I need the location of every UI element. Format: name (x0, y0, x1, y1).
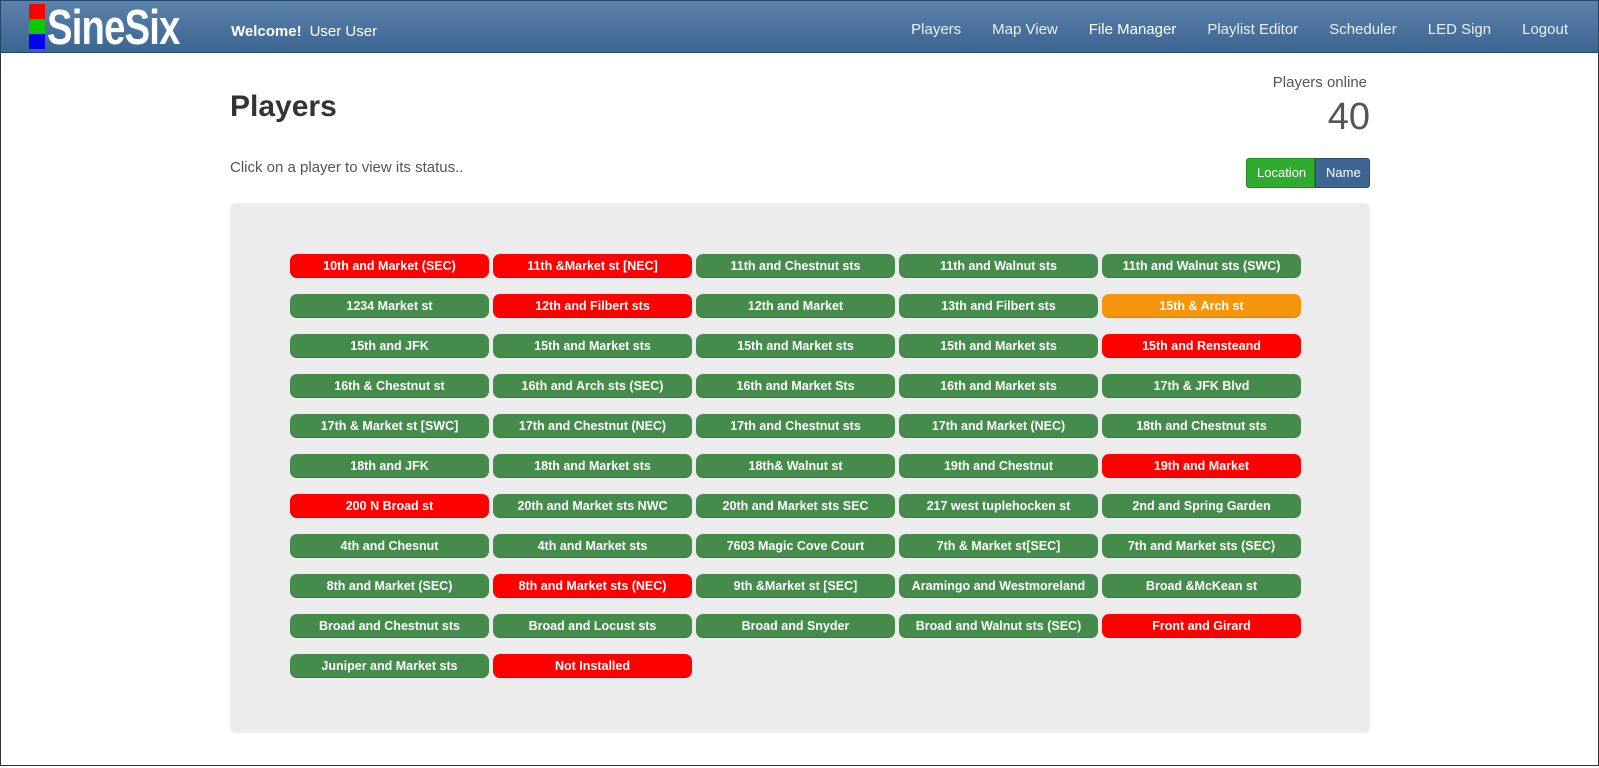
player-button[interactable]: 16th and Market Sts (696, 374, 895, 398)
player-button[interactable]: Broad and Walnut sts (SEC) (899, 614, 1098, 638)
instruction-text: Click on a player to view its status.. (230, 159, 464, 176)
player-button[interactable]: 8th and Market sts (NEC) (493, 574, 692, 598)
player-button[interactable]: 17th & Market st [SWC] (290, 414, 489, 438)
player-button[interactable]: Aramingo and Westmoreland (899, 574, 1098, 598)
nav-players-link[interactable]: Players (911, 21, 962, 38)
player-button[interactable]: 11th and Chestnut sts (696, 254, 895, 278)
frame-border-bottom (0, 765, 1599, 766)
player-button[interactable]: Front and Girard (1102, 614, 1301, 638)
player-button[interactable]: 15th and JFK (290, 334, 489, 358)
welcome-message: Welcome! User User (231, 23, 377, 40)
player-button[interactable]: 16th and Market sts (899, 374, 1098, 398)
player-button[interactable]: Broad and Snyder (696, 614, 895, 638)
player-button[interactable]: 1234 Market st (290, 294, 489, 318)
sort-by-name-button[interactable]: Name (1315, 158, 1370, 188)
player-button[interactable]: 20th and Market sts SEC (696, 494, 895, 518)
player-button[interactable]: 15th and Market sts (899, 334, 1098, 358)
player-button[interactable]: Broad and Locust sts (493, 614, 692, 638)
players-online-label: Players online (1272, 74, 1367, 91)
nav-map-view-link[interactable]: Map View (992, 21, 1058, 38)
player-button[interactable]: 9th &Market st [SEC] (696, 574, 895, 598)
player-button[interactable]: 4th and Market sts (493, 534, 692, 558)
player-button[interactable]: 7th and Market sts (SEC) (1102, 534, 1301, 558)
page-title: Players (230, 90, 337, 123)
player-button[interactable]: 217 west tuplehocken st (899, 494, 1098, 518)
top-navbar: SineSix Welcome! User User Players Map Vie… (0, 0, 1599, 55)
player-button[interactable]: 10th and Market (SEC) (290, 254, 489, 278)
user-name: User User (309, 23, 378, 40)
player-button[interactable]: Juniper and Market sts (290, 654, 489, 678)
player-button[interactable]: 200 N Broad st (290, 494, 489, 518)
frame-border-left (0, 53, 1, 766)
player-button[interactable]: 11th &Market st [NEC] (493, 254, 692, 278)
sort-button-group: Location Name (1246, 158, 1370, 188)
player-button[interactable]: 8th and Market (SEC) (290, 574, 489, 598)
player-button[interactable]: Broad &McKean st (1102, 574, 1301, 598)
players-grid: 10th and Market (SEC) 11th &Market st [NE… (290, 254, 1301, 678)
player-button[interactable]: 7603 Magic Cove Court (696, 534, 895, 558)
players-panel: 10th and Market (SEC) 11th &Market st [NE… (230, 203, 1370, 733)
nav-playlist-editor-link[interactable]: Playlist Editor (1207, 21, 1299, 38)
nav-led-sign-link[interactable]: LED Sign (1427, 21, 1492, 38)
player-button[interactable]: 16th & Chestnut st (290, 374, 489, 398)
player-button[interactable]: 18th& Walnut st (696, 454, 895, 478)
player-button[interactable]: 7th & Market st[SEC] (899, 534, 1098, 558)
sort-by-location-button[interactable]: Location (1246, 158, 1315, 188)
player-button[interactable]: 15th and Market sts (696, 334, 895, 358)
player-button[interactable]: Broad and Chestnut sts (290, 614, 489, 638)
nav-logout-link[interactable]: Logout (1522, 21, 1568, 38)
player-button[interactable]: 15th and Rensteand (1102, 334, 1301, 358)
player-button[interactable]: 11th and Walnut sts (SWC) (1102, 254, 1301, 278)
logo-text: SineSix (47, 1, 180, 55)
player-button[interactable]: 4th and Chesnut (290, 534, 489, 558)
player-button[interactable]: 15th & Arch st (1102, 294, 1301, 318)
nav-file-manager-link[interactable]: File Manager (1088, 21, 1177, 38)
welcome-label: Welcome! (231, 23, 302, 40)
player-button[interactable]: 12th and Filbert sts (493, 294, 692, 318)
player-button[interactable]: 13th and Filbert sts (899, 294, 1098, 318)
main-nav: Players Map View File Manager Playlist Edit… (880, 21, 1568, 38)
player-button[interactable]: 18th and JFK (290, 454, 489, 478)
player-button[interactable]: 18th and Market sts (493, 454, 692, 478)
nav-scheduler-link[interactable]: Scheduler (1329, 21, 1397, 38)
player-button[interactable]: 19th and Chestnut (899, 454, 1098, 478)
player-button[interactable]: 15th and Market sts (493, 334, 692, 358)
player-button[interactable]: 12th and Market (696, 294, 895, 318)
player-button[interactable]: 20th and Market sts NWC (493, 494, 692, 518)
player-button[interactable]: 17th and Market (NEC) (899, 414, 1098, 438)
player-button[interactable]: 17th and Chestnut sts (696, 414, 895, 438)
players-online-count: 40 (1327, 96, 1370, 138)
player-button[interactable]: 11th and Walnut sts (899, 254, 1098, 278)
player-button[interactable]: 16th and Arch sts (SEC) (493, 374, 692, 398)
logo-squares-icon (29, 4, 45, 49)
player-button[interactable]: Not Installed (493, 654, 692, 678)
player-button[interactable]: 17th and Chestnut (NEC) (493, 414, 692, 438)
player-button[interactable]: 19th and Market (1102, 454, 1301, 478)
player-button[interactable]: 18th and Chestnut sts (1102, 414, 1301, 438)
player-button[interactable]: 17th & JFK Blvd (1102, 374, 1301, 398)
player-button[interactable]: 2nd and Spring Garden (1102, 494, 1301, 518)
